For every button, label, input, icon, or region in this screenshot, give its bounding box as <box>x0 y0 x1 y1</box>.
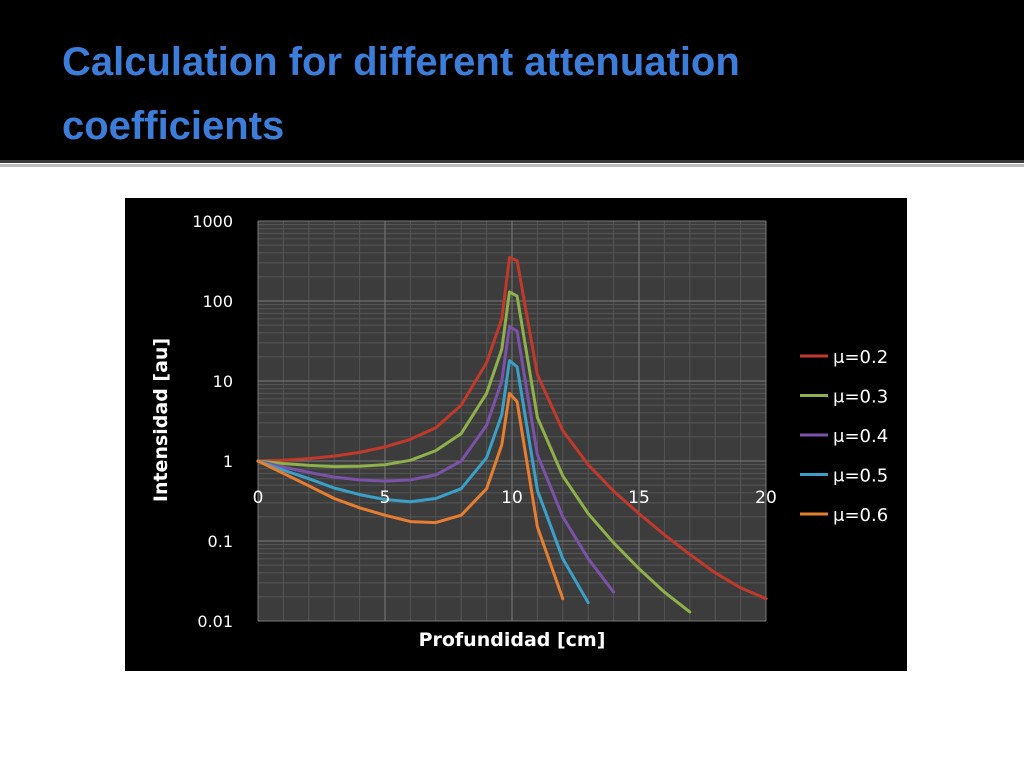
x-tick-label: 0 <box>253 488 264 508</box>
x-tick-label: 20 <box>755 488 777 508</box>
series-line <box>256 325 616 594</box>
x-tick-label: 10 <box>501 488 523 508</box>
legend-label: μ=0.4 <box>833 426 888 447</box>
legend: μ=0.2 μ=0.3 μ=0.4 μ=0.5 μ=0.6 <box>800 347 888 526</box>
title-band <box>0 0 1024 160</box>
series-line <box>256 391 565 601</box>
y-axis-label: Intensidad [au] <box>150 338 172 502</box>
series-line <box>256 290 692 614</box>
x-axis-label: Profundidad [cm] <box>419 629 606 651</box>
line-chart: 1000 100 10 1 0.1 0.01 0 5 10 15 20 Intensidad [a… <box>150 212 888 651</box>
slide-title: Calculation for different attenuation co… <box>62 40 740 148</box>
y-tick-label: 100 <box>202 292 233 311</box>
x-tick-label: 5 <box>380 488 391 508</box>
series-line <box>256 256 768 601</box>
y-tick-label: 1000 <box>192 212 233 231</box>
major-grid <box>257 220 767 622</box>
x-tick-labels: 0 5 10 15 20 <box>253 488 777 508</box>
series-line <box>256 359 590 605</box>
title-divider-dark <box>0 160 1024 163</box>
legend-label: μ=0.5 <box>833 466 888 487</box>
y-tick-label: 0.01 <box>197 612 233 631</box>
legend-label: μ=0.6 <box>833 505 888 526</box>
y-tick-label: 1 <box>223 452 233 471</box>
legend-label: μ=0.2 <box>833 347 888 368</box>
legend-label: μ=0.3 <box>833 387 888 408</box>
title-divider-light <box>0 164 1024 167</box>
series-layer <box>256 256 768 614</box>
y-tick-label: 10 <box>213 372 233 391</box>
y-tick-label: 0.1 <box>208 532 233 551</box>
x-tick-label: 15 <box>628 488 650 508</box>
y-tick-labels: 1000 100 10 1 0.1 0.01 <box>192 212 233 631</box>
chart-panel: 1000 100 10 1 0.1 0.01 0 5 10 15 20 Intensidad [a… <box>125 198 907 671</box>
